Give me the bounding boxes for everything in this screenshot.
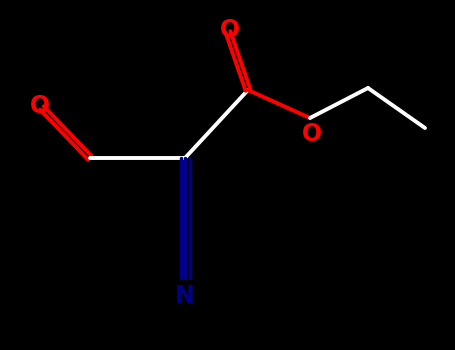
Text: O: O xyxy=(30,94,50,118)
Text: N: N xyxy=(175,284,195,308)
Text: O: O xyxy=(220,18,240,42)
Text: O: O xyxy=(302,122,322,146)
